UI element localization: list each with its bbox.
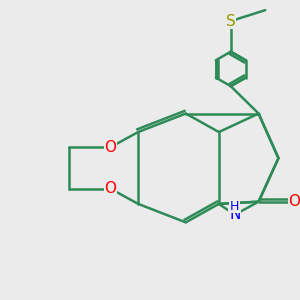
Text: H: H [230,200,239,213]
Text: N: N [229,207,241,222]
Text: S: S [226,14,236,28]
Text: O: O [288,194,300,209]
Text: O: O [104,181,116,196]
Text: O: O [104,140,116,155]
